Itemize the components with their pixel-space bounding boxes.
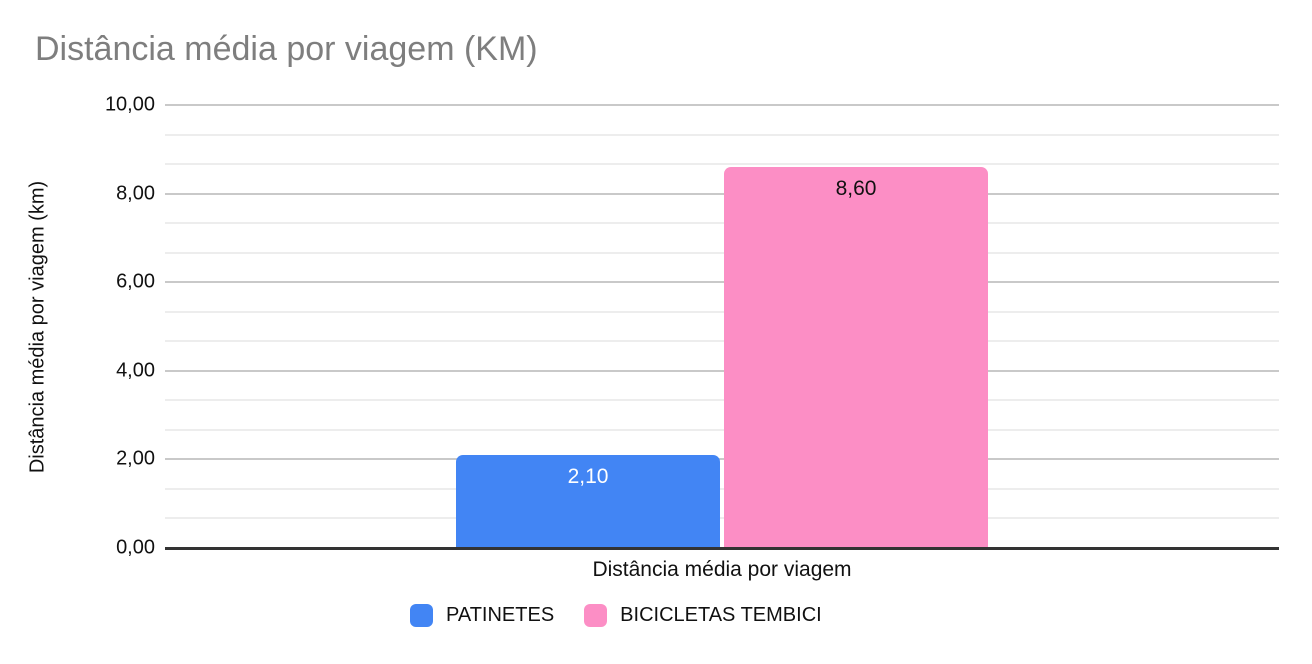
- gridline-major: [165, 104, 1279, 106]
- gridline-minor: [165, 133, 1279, 136]
- bar-patinetes: 2,10: [456, 454, 720, 548]
- legend: PATINETES BICICLETAS TEMBICI: [410, 604, 822, 627]
- y-axis-tick-label: 0,00: [116, 536, 155, 559]
- legend-item-patinetes: PATINETES: [410, 604, 554, 627]
- bar-bicicletas-tembici: 8,60: [724, 167, 988, 548]
- x-axis-line: [165, 547, 1279, 550]
- gridline-minor: [165, 428, 1279, 431]
- plot-area: 2,10 8,60: [165, 104, 1279, 550]
- bar-value-label: 8,60: [835, 177, 877, 201]
- y-axis-tick-labels: 0,00 2,00 4,00 6,00 8,00 10,00: [0, 94, 155, 559]
- gridline-minor: [165, 222, 1279, 225]
- gridline-minor: [165, 340, 1279, 343]
- legend-swatch-icon: [410, 604, 433, 627]
- bar-value-label: 2,10: [567, 464, 609, 488]
- gridline-minor: [165, 487, 1279, 490]
- legend-label: BICICLETAS TEMBICI: [620, 604, 822, 626]
- chart-title: Distância média por viagem (KM): [35, 30, 538, 68]
- gridline-minor: [165, 163, 1279, 166]
- gridline-minor: [165, 517, 1279, 520]
- legend-label: PATINETES: [446, 604, 555, 626]
- gridline-minor: [165, 251, 1279, 254]
- legend-item-bicicletas-tembici: BICICLETAS TEMBICI: [584, 604, 822, 627]
- y-axis-tick-label: 4,00: [116, 359, 155, 382]
- y-axis-tick-label: 10,00: [104, 93, 155, 116]
- x-axis-title: Distância média por viagem: [592, 558, 852, 581]
- gridline-major: [165, 281, 1279, 284]
- y-axis-tick-label: 6,00: [116, 270, 155, 293]
- gridline-major: [165, 369, 1279, 372]
- gridline-minor: [165, 399, 1279, 402]
- y-axis-tick-label: 8,00: [116, 182, 155, 205]
- gridline-major: [165, 458, 1279, 461]
- gridline-major: [165, 192, 1279, 195]
- y-axis-tick-label: 2,00: [116, 447, 155, 470]
- gridline-minor: [165, 310, 1279, 313]
- legend-swatch-icon: [584, 604, 608, 627]
